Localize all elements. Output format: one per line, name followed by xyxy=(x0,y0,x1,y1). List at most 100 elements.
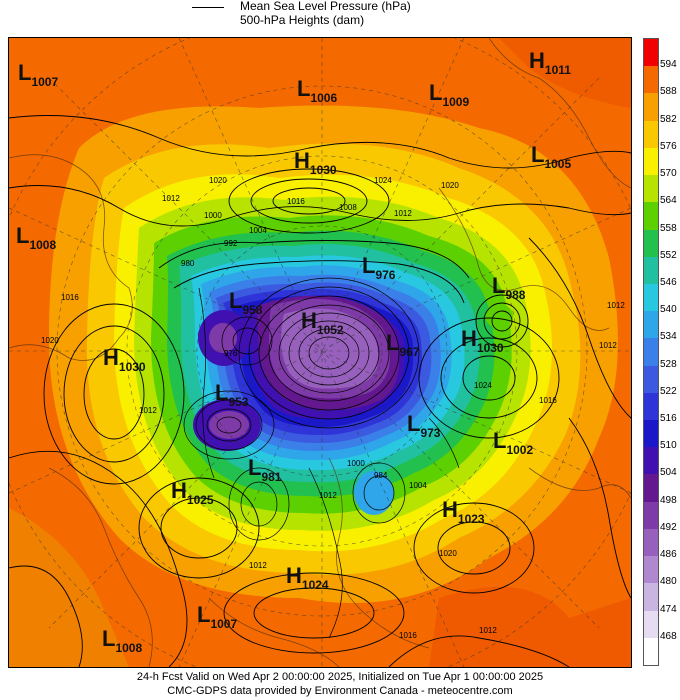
colorbar-tick-label: 498 xyxy=(660,494,677,506)
height-fill-low-west-core xyxy=(209,323,237,353)
height-fill-patch-ne xyxy=(499,38,631,108)
isobar-label: 976 xyxy=(224,349,238,358)
pressure-system: H1030 xyxy=(461,326,504,355)
pressure-system: L973 xyxy=(407,411,441,440)
isobar-label: 1000 xyxy=(347,459,365,468)
isobar-label: 1012 xyxy=(599,341,617,350)
isobar-label: 1012 xyxy=(394,209,412,218)
isobar-label: 1004 xyxy=(249,226,267,235)
colorbar-tick-label: 492 xyxy=(660,521,677,533)
height-fill-low-sw-core xyxy=(209,411,249,439)
isobar-label: 1016 xyxy=(287,197,305,206)
colorbar-step xyxy=(644,93,658,122)
colorbar-tick-label: 522 xyxy=(660,385,677,397)
graticule xyxy=(9,38,631,667)
isobar-label: 980 xyxy=(181,259,195,268)
isobar-label: 1020 xyxy=(439,549,457,558)
colorbar-step xyxy=(644,637,658,666)
colorbar-step xyxy=(644,283,658,312)
colorbar-step xyxy=(644,338,658,367)
pressure-system: L988 xyxy=(492,273,526,302)
forecast-map: 1020 1024 1020 1012 1016 1008 1012 1000 … xyxy=(8,37,632,668)
colorbar-step xyxy=(644,229,658,258)
isobar-label: 1008 xyxy=(339,203,357,212)
isobar-label: 1000 xyxy=(204,211,222,220)
colorbar-tick-label: 486 xyxy=(660,549,677,561)
colorbar-tick-label: 468 xyxy=(660,630,677,642)
colorbar-step xyxy=(644,528,658,557)
height-fill-low-east xyxy=(485,304,513,328)
isobar-label: 984 xyxy=(374,471,388,480)
colorbar-tick-label: 552 xyxy=(660,249,677,261)
data-credit: CMC-GDPS data provided by Environment Ca… xyxy=(167,685,513,697)
colorbar-step xyxy=(644,365,658,394)
colorbar-step xyxy=(644,474,658,503)
pressure-system: H1030 xyxy=(294,148,337,177)
pressure-system: L981 xyxy=(248,455,282,484)
colorbar-step xyxy=(644,175,658,203)
colorbar-step xyxy=(644,202,658,230)
isobar-label: 1012 xyxy=(479,626,497,635)
isobar-label: 1016 xyxy=(61,293,79,302)
pressure-system: L1008 xyxy=(16,223,56,252)
isobar-label: 1020 xyxy=(209,176,227,185)
colorbar-step xyxy=(644,147,658,176)
colorbar-tick-label: 558 xyxy=(660,222,677,234)
map-canvas: 1020 1024 1020 1012 1016 1008 1012 1000 … xyxy=(9,38,631,667)
legend-mslp-label: Mean Sea Level Pressure (hPa) xyxy=(240,0,411,13)
pressure-system: H1030 xyxy=(103,345,146,374)
colorbar-tick-label: 528 xyxy=(660,358,677,370)
colorbar-step xyxy=(644,501,658,530)
pressure-system: H1023 xyxy=(442,497,485,526)
forecast-valid-time: 24-h Fcst Valid on Wed Apr 2 00:00:00 20… xyxy=(136,671,544,683)
colorbar-tick-label: 588 xyxy=(660,86,677,98)
pressure-system: H1052 xyxy=(301,308,344,337)
colorbar-tick-label: 504 xyxy=(660,467,677,479)
isobar-label: 1020 xyxy=(41,336,59,345)
colorbar-step xyxy=(644,311,658,339)
isobar-label: 1012 xyxy=(139,406,157,415)
isobar-label: 1012 xyxy=(607,301,625,310)
isobar-line-sample xyxy=(192,7,224,8)
colorbar-tick-label: 480 xyxy=(660,576,677,588)
pressure-system: L976 xyxy=(362,253,396,282)
isobar-label: 1024 xyxy=(474,381,492,390)
pressure-system: H1011 xyxy=(529,48,571,77)
isobars xyxy=(9,115,631,667)
colorbar-tick-label: 576 xyxy=(660,140,677,152)
colorbar-tick-label: 570 xyxy=(660,168,677,180)
colorbar-step xyxy=(644,556,658,584)
legend-heights-label: 500-hPa Heights (dam) xyxy=(240,13,365,27)
pressure-system: L958 xyxy=(229,288,263,317)
pressure-systems: L1007 L1006 L1009 H1011 H1030 L1005 L100… xyxy=(16,48,571,655)
colorbar-step xyxy=(644,39,658,67)
colorbar-tick-label: 534 xyxy=(660,331,677,343)
colorbar-step xyxy=(644,66,658,94)
colorbar-tick-label: 540 xyxy=(660,304,677,316)
isobar-label: 1012 xyxy=(162,194,180,203)
pressure-system: L1002 xyxy=(493,428,533,457)
pressure-system: L967 xyxy=(386,330,420,359)
pressure-system: L1005 xyxy=(531,142,571,171)
pressure-system: L1006 xyxy=(297,76,337,105)
pressure-system: H1025 xyxy=(171,478,214,507)
height-fill-486 xyxy=(281,308,379,389)
isobar-label: 1016 xyxy=(399,631,417,640)
colorbar-step xyxy=(644,447,658,475)
pressure-system: H1024 xyxy=(286,563,329,592)
pressure-system: L1008 xyxy=(102,626,142,655)
isobar-label: 1012 xyxy=(319,491,337,500)
pressure-system: L1007 xyxy=(18,60,58,89)
height-fill-patch-sw xyxy=(9,508,129,667)
colorbar-tick-label: 564 xyxy=(660,195,677,207)
colorbar-step xyxy=(644,583,658,612)
height-fill-low-south xyxy=(354,471,394,515)
pressure-system: L1009 xyxy=(429,80,469,109)
colorbar-step xyxy=(644,256,658,285)
isobar-labels: 1020 1024 1020 1012 1016 1008 1012 1000 … xyxy=(41,176,625,640)
pressure-system: L953 xyxy=(215,380,249,409)
coastlines xyxy=(9,38,631,667)
isobar-label: 1020 xyxy=(441,181,459,190)
height-colorbar xyxy=(643,38,659,666)
colorbar-step xyxy=(644,392,658,421)
